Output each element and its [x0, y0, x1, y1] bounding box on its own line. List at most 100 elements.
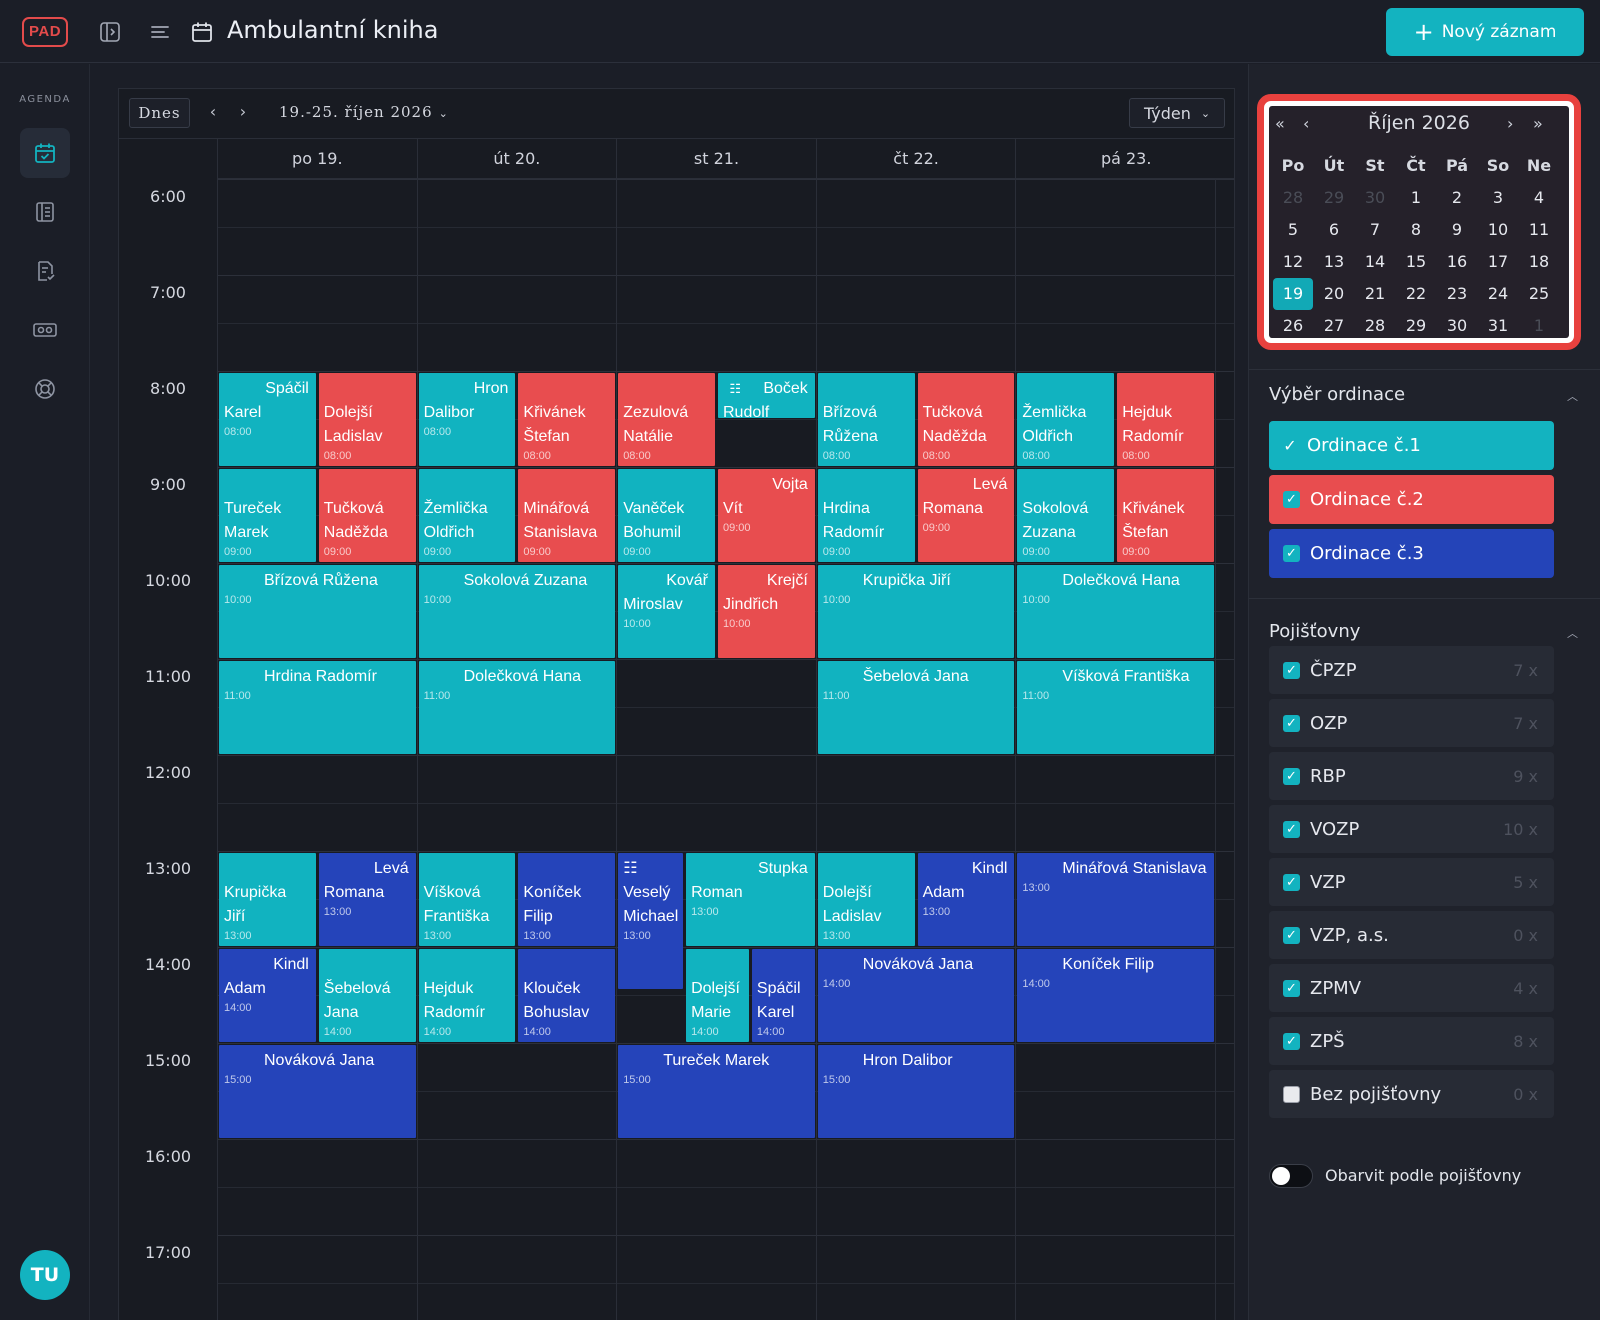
- appointment-event[interactable]: Hejduk Radomír 14:00: [418, 949, 516, 1042]
- mini-calendar-day[interactable]: 16: [1446, 252, 1468, 271]
- prev-year-icon[interactable]: «: [1275, 114, 1285, 133]
- mini-calendar-day[interactable]: 12: [1282, 252, 1304, 271]
- color-by-insurance-toggle[interactable]: [1269, 1164, 1313, 1188]
- mini-calendar-day[interactable]: 22: [1405, 284, 1427, 303]
- appointment-event[interactable]: Tučková Naděžda 08:00: [917, 373, 1015, 466]
- mini-calendar-day[interactable]: 24: [1487, 284, 1509, 303]
- mini-calendar-day[interactable]: 10: [1487, 220, 1509, 239]
- mini-calendar-day[interactable]: 25: [1528, 284, 1550, 303]
- appointment-event[interactable]: Hejduk Radomír 08:00: [1117, 373, 1214, 466]
- checkbox-checked-icon[interactable]: ✓: [1283, 873, 1300, 891]
- appointment-event[interactable]: Kovář Miroslav 10:00: [618, 565, 715, 658]
- appointment-event[interactable]: Víšková Františka 11:00: [1017, 661, 1214, 754]
- appointment-event[interactable]: Kindl Adam 13:00: [917, 853, 1015, 946]
- insurance-filter-row[interactable]: ✓ VZP, a.s. 0 x: [1269, 911, 1554, 959]
- appointment-event[interactable]: Hron Dalibor 08:00: [418, 373, 516, 466]
- appointment-event[interactable]: Dolečková Hana 10:00: [1017, 565, 1214, 658]
- mini-calendar-day[interactable]: 1: [1533, 316, 1545, 335]
- mini-calendar-day[interactable]: 29: [1405, 316, 1427, 335]
- today-button[interactable]: Dnes: [129, 98, 190, 128]
- mini-calendar-day[interactable]: 28: [1364, 316, 1386, 335]
- mini-calendar-day[interactable]: 9: [1451, 220, 1463, 239]
- mini-calendar-day[interactable]: 29: [1323, 188, 1345, 207]
- mini-calendar-day[interactable]: 1: [1410, 188, 1422, 207]
- mini-calendar-day[interactable]: 30: [1446, 316, 1468, 335]
- appointment-event[interactable]: Nováková Jana 14:00: [817, 949, 1015, 1042]
- day-header[interactable]: pá 23.: [1015, 139, 1234, 179]
- mini-calendar-day[interactable]: 5: [1287, 220, 1299, 239]
- appointment-event[interactable]: Levá Romana 09:00: [917, 469, 1015, 562]
- appointment-event[interactable]: Klouček Bohuslav 14:00: [518, 949, 616, 1042]
- sidebar-toggle-icon[interactable]: [98, 20, 122, 44]
- appointment-event[interactable]: Dolejší Ladislav 13:00: [817, 853, 915, 946]
- appointment-event[interactable]: Minářová Stanislava 09:00: [518, 469, 616, 562]
- rail-item-list[interactable]: [20, 187, 70, 237]
- next-year-icon[interactable]: »: [1533, 114, 1543, 133]
- appointment-event[interactable]: Spáčil Karel 14:00: [751, 949, 815, 1042]
- rail-item-help[interactable]: [20, 364, 70, 414]
- ordinace-2-toggle[interactable]: ✓ Ordinace č.2: [1269, 475, 1554, 524]
- mini-calendar-day[interactable]: 2: [1451, 188, 1463, 207]
- view-select[interactable]: Týden ⌄: [1129, 98, 1225, 128]
- mini-calendar-day[interactable]: 6: [1328, 220, 1340, 239]
- mini-calendar-day[interactable]: 11: [1528, 220, 1550, 239]
- next-week-icon[interactable]: ›: [239, 102, 247, 121]
- insurance-filter-row[interactable]: ✓ VOZP 10 x: [1269, 805, 1554, 853]
- chevron-up-icon[interactable]: ︿: [1567, 390, 1578, 403]
- rail-item-documents[interactable]: [20, 246, 70, 296]
- appointment-event[interactable]: Vaněček Bohumil 09:00: [618, 469, 715, 562]
- mini-calendar-day[interactable]: 18: [1528, 252, 1550, 271]
- insurance-filter-row[interactable]: ✓ VZP 5 x: [1269, 858, 1554, 906]
- appointment-event[interactable]: Dolečková Hana 11:00: [418, 661, 616, 754]
- user-avatar[interactable]: TU: [20, 1250, 70, 1300]
- checkbox-checked-icon[interactable]: ✓: [1283, 661, 1300, 679]
- appointment-event[interactable]: Koníček Filip 14:00: [1017, 949, 1214, 1042]
- appointment-event[interactable]: Dolejší Ladislav 08:00: [318, 373, 416, 466]
- appointment-event[interactable]: ☷ Veselý Michael 13:00: [618, 853, 684, 990]
- appointment-event[interactable]: Nováková Jana 15:00: [219, 1045, 416, 1138]
- appointment-event[interactable]: Křivánek Štefan 09:00: [1117, 469, 1214, 562]
- day-header[interactable]: st 21.: [616, 139, 816, 179]
- appointment-event[interactable]: Stupka Roman 13:00: [686, 853, 815, 946]
- rail-item-cards[interactable]: [20, 305, 70, 355]
- mini-calendar-day[interactable]: 20: [1323, 284, 1345, 303]
- mini-calendar-day[interactable]: 30: [1364, 188, 1386, 207]
- appointment-event[interactable]: Sokolová Zuzana 09:00: [1017, 469, 1115, 562]
- mini-calendar-day[interactable]: 23: [1446, 284, 1468, 303]
- checkbox-checked-icon[interactable]: ✓: [1283, 714, 1300, 732]
- appointment-event[interactable]: Žemlička Oldřich 09:00: [418, 469, 516, 562]
- checkbox-checked-icon[interactable]: ✓: [1283, 926, 1300, 944]
- mini-calendar-day[interactable]: 31: [1487, 316, 1509, 335]
- appointment-event[interactable]: Krejčí Jindřich 10:00: [718, 565, 815, 658]
- appointment-event[interactable]: Koníček Filip 13:00: [518, 853, 616, 946]
- appointment-event[interactable]: Minářová Stanislava 13:00: [1017, 853, 1214, 946]
- insurance-filter-row[interactable]: ✓ OZP 7 x: [1269, 699, 1554, 747]
- mini-calendar-day[interactable]: 8: [1410, 220, 1422, 239]
- appointment-event[interactable]: Krupička Jiří 13:00: [219, 853, 316, 946]
- day-header[interactable]: po 19.: [217, 139, 417, 179]
- mini-calendar-day[interactable]: 26: [1282, 316, 1304, 335]
- appointment-event[interactable]: Krupička Jiří 10:00: [817, 565, 1015, 658]
- appointment-event[interactable]: Hron Dalibor 15:00: [817, 1045, 1015, 1138]
- appointment-event[interactable]: Žemlička Oldřich 08:00: [1017, 373, 1115, 466]
- new-record-button[interactable]: + Nový záznam: [1386, 8, 1584, 56]
- app-logo[interactable]: PAD: [22, 17, 68, 47]
- appointment-event[interactable]: Kindl Adam 14:00: [219, 949, 316, 1042]
- mini-calendar-day[interactable]: 21: [1364, 284, 1386, 303]
- checkbox-checked-icon[interactable]: ✓: [1283, 767, 1300, 785]
- day-header[interactable]: út 20.: [416, 139, 617, 179]
- appointment-event[interactable]: Břízová Růžena 08:00: [817, 373, 915, 466]
- prev-week-icon[interactable]: ‹: [209, 102, 217, 121]
- insurance-filter-row[interactable]: Bez pojišťovny 0 x: [1269, 1070, 1554, 1118]
- checkbox-checked-icon[interactable]: ✓: [1283, 979, 1300, 997]
- mini-calendar-day[interactable]: 13: [1323, 252, 1345, 271]
- checkbox-checked-icon[interactable]: ✓: [1283, 1032, 1300, 1050]
- appointment-event[interactable]: Tureček Marek 09:00: [219, 469, 316, 562]
- mini-calendar-day[interactable]: 4: [1533, 188, 1545, 207]
- mini-calendar-day[interactable]: 3: [1492, 188, 1504, 207]
- mini-calendar-day[interactable]: 7: [1369, 220, 1381, 239]
- checkbox-empty-icon[interactable]: [1283, 1085, 1300, 1103]
- insurance-filter-row[interactable]: ✓ ZPŠ 8 x: [1269, 1017, 1554, 1065]
- appointment-event[interactable]: Spáčil Karel 08:00: [219, 373, 316, 466]
- ordinace-3-toggle[interactable]: ✓ Ordinace č.3: [1269, 529, 1554, 578]
